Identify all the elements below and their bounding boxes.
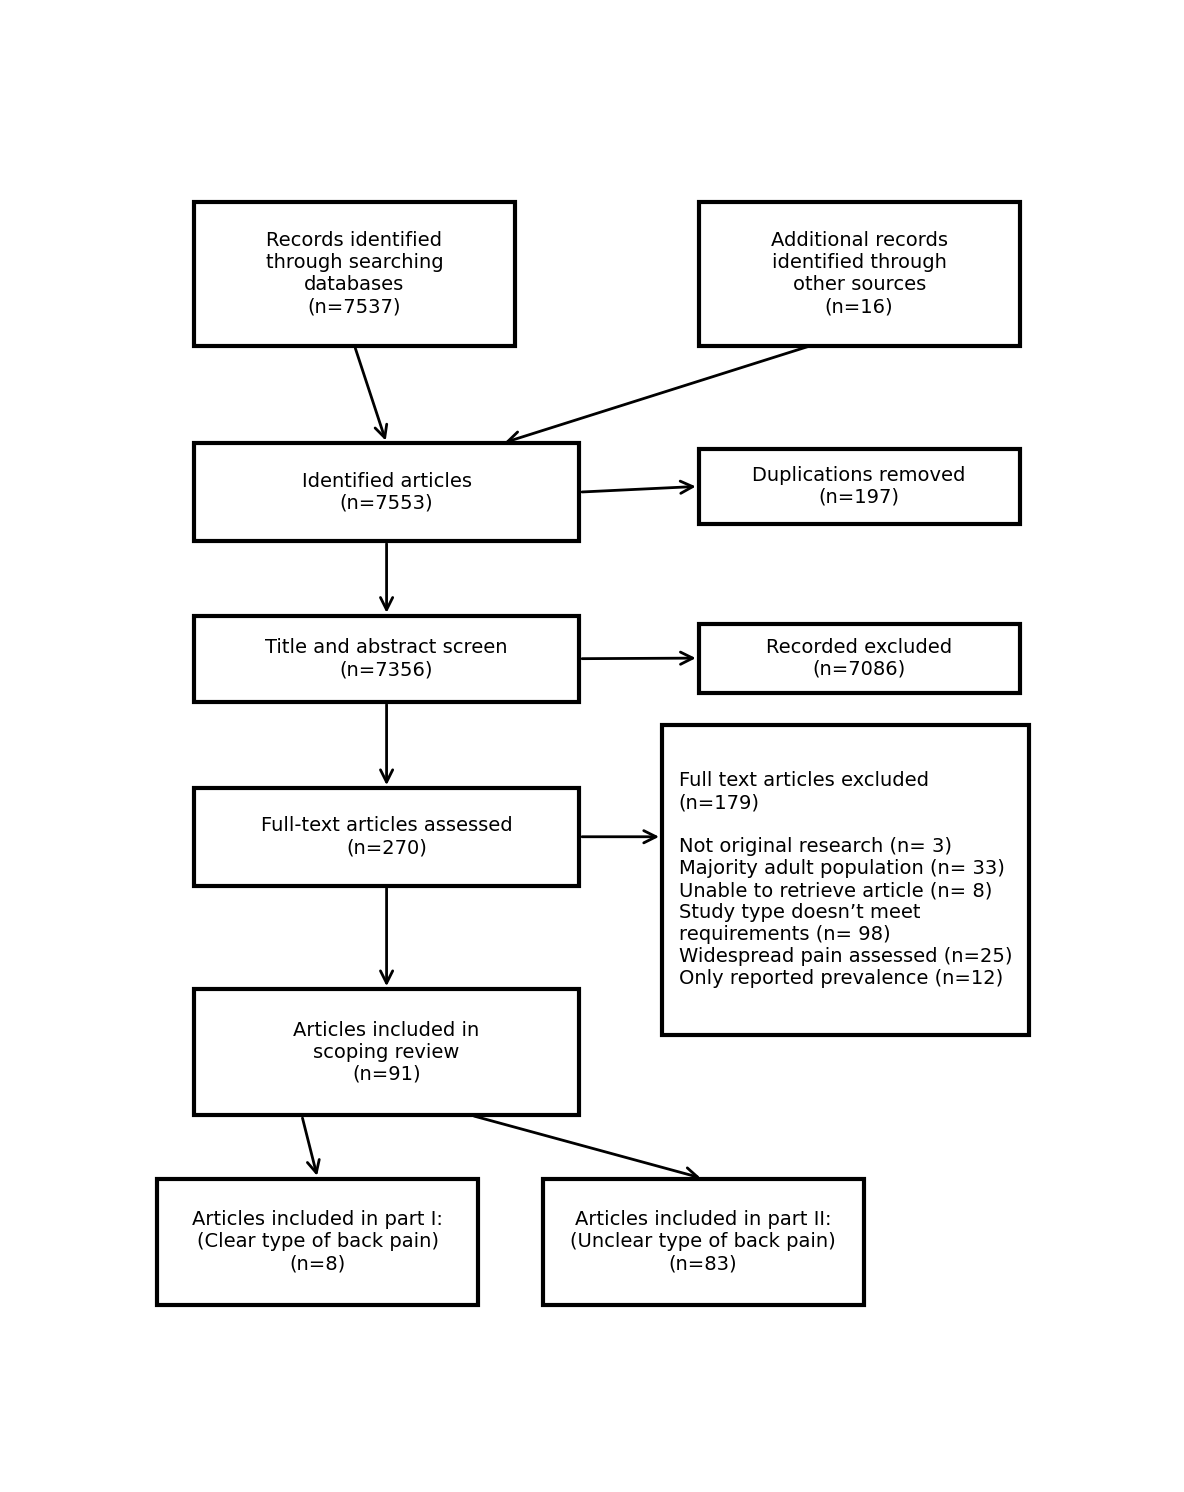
Text: Records identified
through searching
databases
(n=7537): Records identified through searching dat… (265, 231, 443, 316)
FancyBboxPatch shape (157, 1179, 478, 1306)
FancyBboxPatch shape (699, 624, 1019, 692)
FancyBboxPatch shape (662, 725, 1029, 1035)
FancyBboxPatch shape (194, 443, 579, 542)
FancyBboxPatch shape (699, 201, 1019, 346)
FancyBboxPatch shape (542, 1179, 864, 1306)
FancyBboxPatch shape (699, 449, 1019, 524)
FancyBboxPatch shape (194, 788, 579, 886)
Text: Full text articles excluded
(n=179)

Not original research (n= 3)
Majority adult: Full text articles excluded (n=179) Not … (678, 771, 1012, 988)
Text: Additional records
identified through
other sources
(n=16): Additional records identified through ot… (771, 231, 947, 316)
Text: Articles included in part II:
(Unclear type of back pain)
(n=83): Articles included in part II: (Unclear t… (571, 1210, 836, 1273)
FancyBboxPatch shape (194, 989, 579, 1116)
Text: Identified articles
(n=7553): Identified articles (n=7553) (302, 471, 471, 513)
Text: Articles included in
scoping review
(n=91): Articles included in scoping review (n=9… (294, 1021, 480, 1083)
Text: Full-text articles assessed
(n=270): Full-text articles assessed (n=270) (260, 816, 513, 858)
Text: Duplications removed
(n=197): Duplications removed (n=197) (753, 466, 966, 507)
Text: Recorded excluded
(n=7086): Recorded excluded (n=7086) (766, 637, 952, 679)
Text: Title and abstract screen
(n=7356): Title and abstract screen (n=7356) (265, 639, 508, 679)
FancyBboxPatch shape (194, 201, 515, 346)
Text: Articles included in part I:
(Clear type of back pain)
(n=8): Articles included in part I: (Clear type… (192, 1210, 443, 1273)
FancyBboxPatch shape (194, 616, 579, 701)
